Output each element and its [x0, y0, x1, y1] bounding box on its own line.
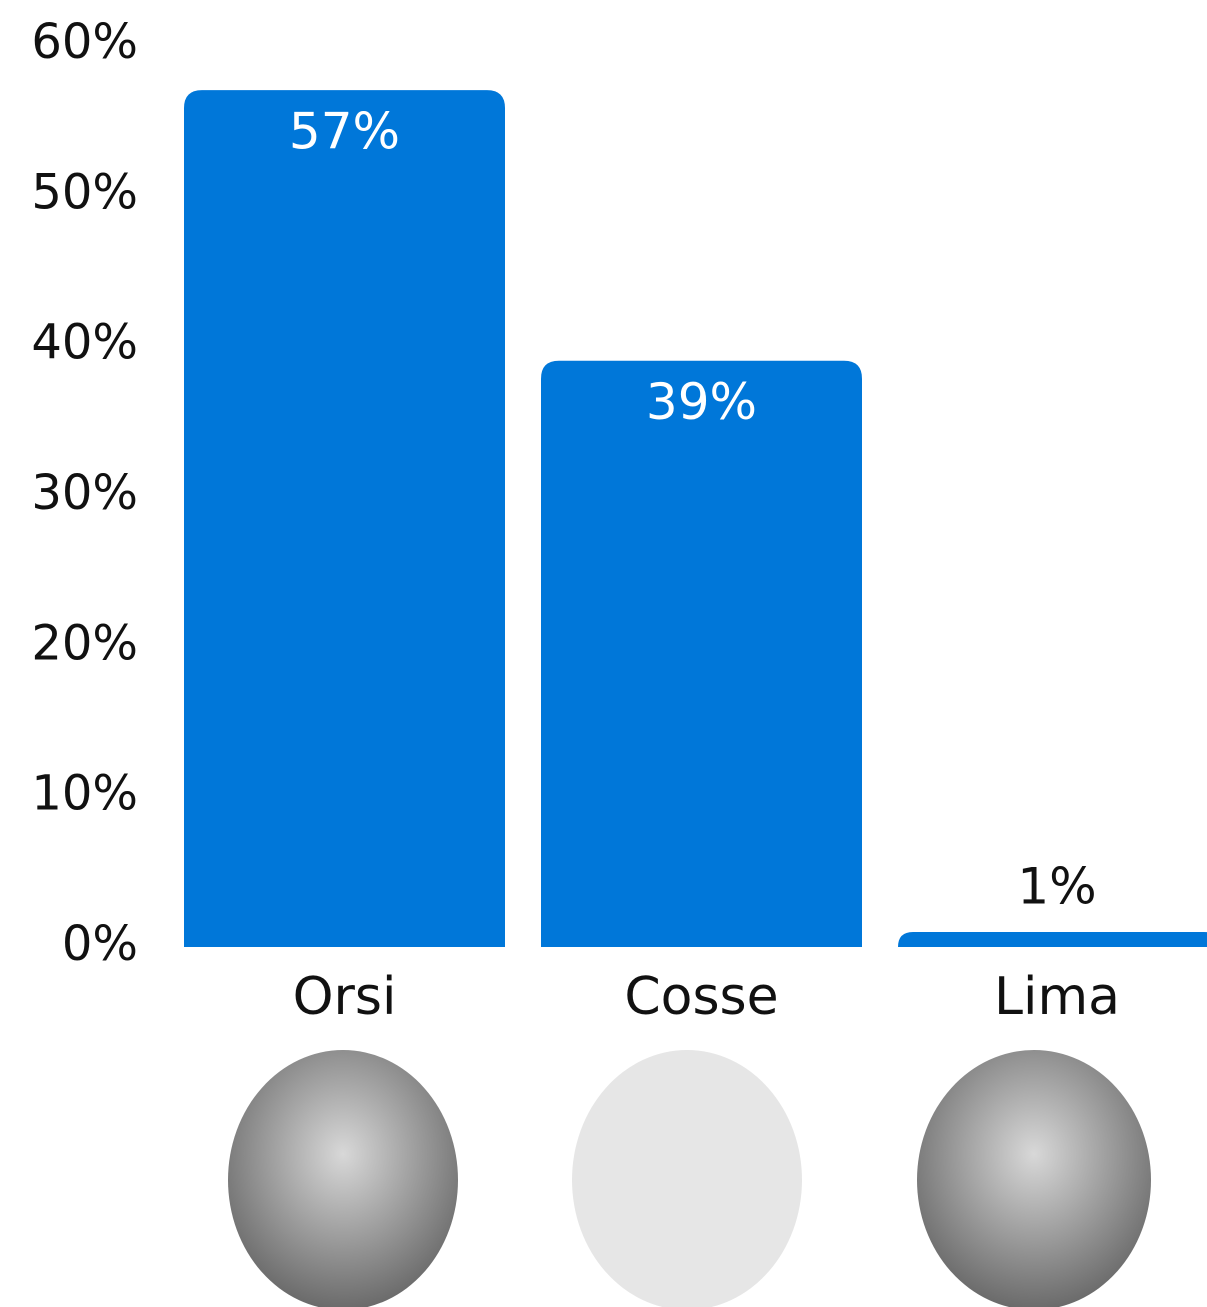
x-tick-label: Cosse [624, 967, 778, 1027]
bar [898, 931, 1207, 947]
candidate-photo [228, 1050, 458, 1307]
y-tick-label: 60% [31, 14, 138, 70]
y-tick-label: 10% [31, 766, 138, 822]
y-tick-label: 50% [31, 164, 138, 220]
candidate-photo [917, 1050, 1151, 1307]
y-tick-label: 20% [31, 615, 138, 671]
y-tick-label: 0% [62, 916, 138, 972]
y-tick-label: 40% [31, 315, 138, 371]
value-label: 57% [289, 103, 400, 161]
y-tick-label: 30% [31, 465, 138, 521]
x-tick-label: Orsi [293, 967, 397, 1027]
bar [541, 360, 862, 947]
x-tick-label: Lima [994, 967, 1120, 1027]
photos [228, 1050, 1151, 1307]
value-label: 39% [646, 373, 757, 431]
candidate-photo [572, 1050, 802, 1307]
value-label: 1% [1017, 857, 1096, 915]
bar [184, 90, 505, 948]
